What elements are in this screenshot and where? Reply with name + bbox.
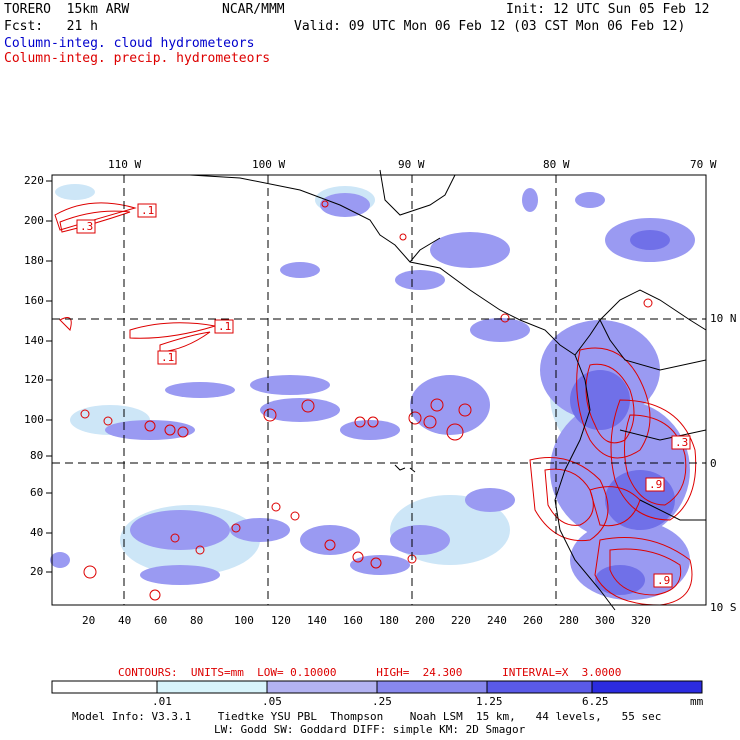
field-label-precip: Column-integ. precip. hydrometeors [4, 51, 271, 66]
center-name: NCAR/MMM [222, 2, 285, 17]
model-title: TORERO 15km ARW [4, 2, 130, 17]
colorbar-swatch [266, 680, 378, 694]
y-tick-label: 100 [24, 413, 44, 426]
x-tick-label: 160 [343, 614, 363, 627]
y-tick-label: 20 [30, 565, 44, 578]
y-tick-label: 140 [24, 334, 44, 347]
contour-info: CONTOURS: UNITS=mm LOW= 0.10000 HIGH= 24… [118, 666, 622, 679]
colorbar-swatch [51, 680, 158, 694]
colorbar-units: mm [690, 695, 704, 708]
x-tick-label: 180 [379, 614, 399, 627]
y-tick-label: 200 [24, 214, 44, 227]
colorbar-label: 6.25 [582, 695, 609, 708]
y-tick-label: 80 [30, 449, 44, 462]
x-tick-label: 260 [523, 614, 543, 627]
x-tick-label: 300 [595, 614, 615, 627]
model-info-line1: Model Info: V3.3.1 Tiedtke YSU PBL Thomp… [72, 710, 662, 723]
colorbar-label: 1.25 [476, 695, 503, 708]
y-tick-label: 160 [24, 294, 44, 307]
contour-label: .9 [649, 478, 663, 491]
x-tick-label: 80 [190, 614, 204, 627]
x-tick-label: 140 [307, 614, 327, 627]
contour-label: .1 [218, 320, 232, 333]
x-tick-label: 20 [82, 614, 96, 627]
colorbar-swatch [376, 680, 488, 694]
y-tick-label: 40 [30, 526, 44, 539]
lon-label-90w: 90 W [398, 158, 425, 171]
x-tick-label: 200 [415, 614, 435, 627]
model-info-line2: LW: Godd SW: Goddard DIFF: simple KM: 2D… [214, 723, 526, 736]
colorbar-swatch [591, 680, 703, 694]
axis-ticks [46, 180, 52, 573]
field-label-cloud: Column-integ. cloud hydrometeors [4, 36, 255, 51]
forecast-hour: Fcst: 21 h [4, 19, 98, 34]
y-tick-label: 180 [24, 254, 44, 267]
x-tick-label: 40 [118, 614, 132, 627]
lat-label-10n: 10 N [710, 312, 737, 325]
contour-label-boxes [76, 203, 691, 588]
contour-label: .3 [675, 436, 689, 449]
contour-label: .1 [141, 204, 155, 217]
map-frame [51, 174, 707, 606]
colorbar-label: .05 [262, 695, 282, 708]
colorbar-label: .01 [152, 695, 172, 708]
colorbar-label: .25 [372, 695, 392, 708]
y-tick-label: 120 [24, 373, 44, 386]
lon-label-70w: 70 W [690, 158, 717, 171]
lon-label-80w: 80 W [543, 158, 570, 171]
x-tick-label: 280 [559, 614, 579, 627]
valid-time: Valid: 09 UTC Mon 06 Feb 12 (03 CST Mon … [294, 19, 686, 34]
contour-label: .9 [657, 574, 671, 587]
contour-label: .1 [161, 351, 175, 364]
x-tick-label: 320 [631, 614, 651, 627]
lon-label-110w: 110 W [108, 158, 142, 171]
x-tick-label: 100 [234, 614, 254, 627]
colorbar-swatch [156, 680, 268, 694]
y-tick-label: 60 [30, 486, 44, 499]
lat-lon-grid [52, 175, 706, 605]
x-tick-label: 120 [271, 614, 291, 627]
y-tick-label: 220 [24, 174, 44, 187]
coastlines [189, 169, 707, 611]
colorbar [51, 680, 703, 694]
colorbar-swatch [486, 680, 593, 694]
lat-label-0: 0 [710, 457, 717, 470]
x-tick-label: 240 [487, 614, 507, 627]
contour-label: .3 [80, 220, 94, 233]
init-time: Init: 12 UTC Sun 05 Feb 12 [506, 2, 710, 17]
cloud-hydrometeor-fills [50, 184, 695, 600]
lon-label-100w: 100 W [252, 158, 286, 171]
x-tick-label: 60 [154, 614, 168, 627]
x-tick-label: 220 [451, 614, 471, 627]
lat-label-10s: 10 S [710, 601, 737, 614]
